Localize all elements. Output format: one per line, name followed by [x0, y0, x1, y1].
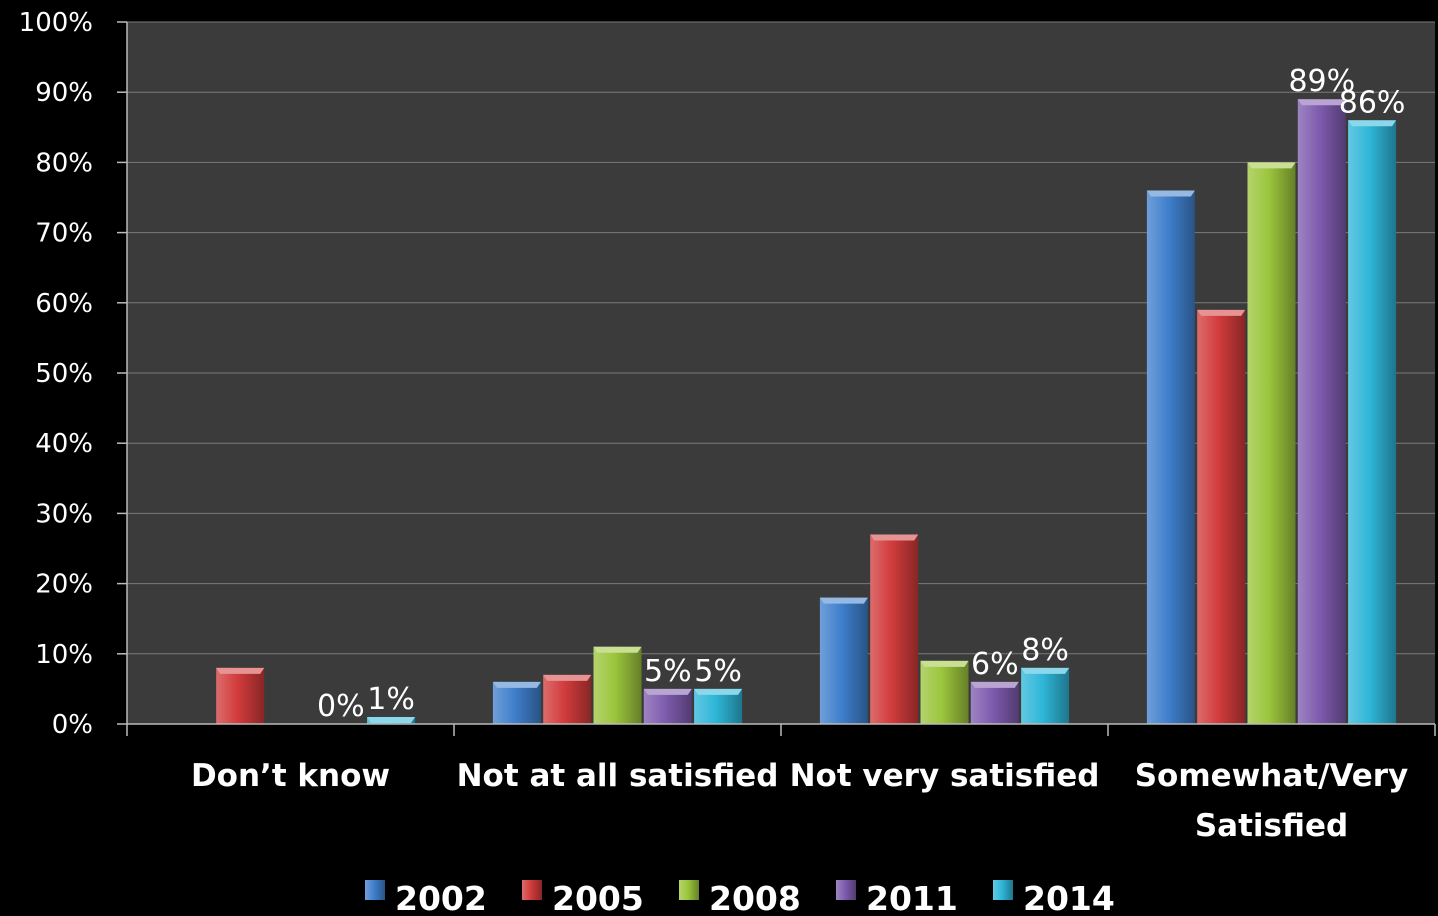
x-category-label: Somewhat/Very	[1135, 758, 1409, 794]
y-tick-label: 30%	[35, 499, 93, 529]
bar-2011	[970, 681, 1019, 724]
bar-bevel-2011	[643, 688, 692, 695]
data-label-2014: 1%	[367, 682, 415, 717]
legend: 2002 2005 2008 2011 2014	[365, 879, 1115, 916]
bar-2005	[1197, 309, 1246, 724]
legend-label-2014: 2014	[1023, 879, 1115, 916]
data-label-2011: 5%	[644, 654, 692, 689]
bar-2005	[543, 674, 592, 724]
bar-bevel-2002	[1146, 190, 1195, 197]
legend-swatch-2002	[365, 880, 385, 900]
y-tick-label: 70%	[35, 219, 93, 249]
bar-bevel-2002	[492, 681, 541, 688]
data-label-2014: 86%	[1339, 85, 1406, 120]
bar-bevel-2014	[1021, 667, 1070, 674]
data-label-2014: 5%	[694, 654, 742, 689]
bar-2008	[920, 660, 969, 724]
bars	[216, 99, 1397, 725]
bar-2011	[1297, 99, 1346, 725]
bar-bevel-2008	[1247, 162, 1296, 169]
legend-swatch-2005	[522, 880, 542, 900]
y-tick-label: 90%	[35, 78, 93, 108]
y-tick-label: 20%	[35, 570, 93, 600]
bar-2008	[593, 646, 642, 724]
legend-label-2005: 2005	[552, 879, 644, 916]
x-category-label: Not at all satisfied	[457, 758, 779, 794]
bar-bevel-2011	[1297, 99, 1346, 106]
bar-2002	[819, 597, 868, 724]
legend-label-2011: 2011	[866, 879, 958, 916]
legend-swatch-2014	[993, 880, 1013, 900]
y-tick-label: 60%	[35, 289, 93, 319]
x-category-label: Don’t know	[191, 758, 390, 794]
legend-swatch-2011	[836, 880, 856, 900]
bar-2008	[1247, 162, 1296, 724]
bar-bevel-2005	[870, 534, 919, 541]
bar-bevel-2005	[1197, 309, 1246, 316]
bar-bevel-2008	[920, 660, 969, 667]
y-tick-label: 100%	[19, 8, 93, 38]
data-labels: 0% 5% 6% 89% 1% 5% 8% 86%	[317, 64, 1405, 724]
y-tick-label: 80%	[35, 148, 93, 178]
bar-2005	[870, 534, 919, 724]
bar-bevel-2014	[694, 688, 743, 695]
bar-bevel-2002	[819, 597, 868, 604]
bar-2005	[216, 667, 265, 724]
y-tick-label: 50%	[35, 359, 93, 389]
y-tick-label: 40%	[35, 429, 93, 459]
bar-bevel-2005	[216, 667, 265, 674]
bar-bevel-2008	[593, 646, 642, 653]
bar-bevel-2011	[970, 681, 1019, 688]
x-category-label: Not very satisfied	[790, 758, 1100, 794]
y-tick-label: 10%	[35, 640, 93, 670]
legend-label-2002: 2002	[395, 879, 487, 916]
axes: 0% 10% 20% 30% 40% 50% 60% 70% 80% 90% 100% Don’t k…	[19, 8, 1436, 844]
data-label-2011: 0%	[317, 689, 365, 724]
legend-swatch-2008	[679, 880, 699, 900]
bar-bevel-2005	[543, 674, 592, 681]
bar-2014	[1348, 120, 1397, 724]
bar-2002	[492, 681, 541, 724]
data-label-2011: 6%	[971, 647, 1019, 682]
data-label-2011: 89%	[1288, 64, 1355, 99]
legend-label-2008: 2008	[709, 879, 801, 916]
bar-2002	[1146, 190, 1195, 725]
y-tick-label: 0%	[52, 710, 93, 740]
gridlines	[127, 21, 1435, 655]
bar-bevel-2014	[1348, 120, 1397, 127]
data-label-2014: 8%	[1021, 633, 1069, 668]
x-category-label: Satisfied	[1195, 808, 1348, 844]
bar-2014	[1021, 667, 1070, 724]
bar-bevel-2014	[367, 716, 416, 723]
